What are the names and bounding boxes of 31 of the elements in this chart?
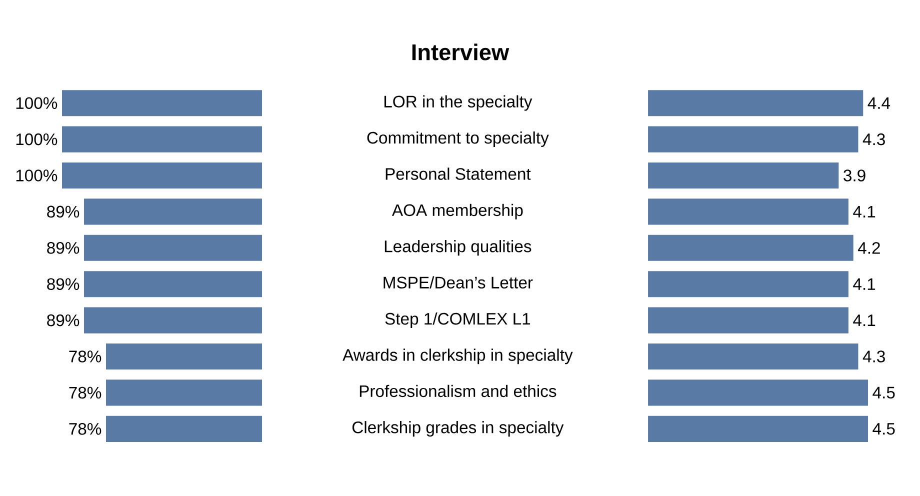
data-label: 4.5	[872, 386, 895, 399]
data-label: 4.1	[853, 314, 876, 326]
data-label: 3.9	[844, 170, 866, 182]
data-label: 89%	[47, 206, 80, 218]
y-tick-label: Awards in clerkship in specialty	[342, 348, 573, 364]
data-label: 4.1	[853, 278, 876, 290]
data-label: 4.5	[872, 423, 895, 435]
data-label: 4.2	[858, 242, 880, 254]
text: Interview	[412, 44, 510, 60]
data-label: 78%	[69, 350, 102, 362]
y-tick-label: MSPE/Dean’s Letter	[384, 276, 533, 288]
data-label: 4.1	[853, 206, 876, 218]
data-label: 89%	[47, 242, 80, 254]
data-label: 78%	[69, 386, 102, 399]
data-label: 4.4	[868, 97, 890, 109]
y-tick-label: Commitment to specialty	[367, 131, 549, 147]
y-tick-label: Step 1/COMLEX L1	[385, 312, 530, 328]
y-tick-label: Personal Statement	[386, 168, 531, 180]
data-label: 89%	[47, 278, 80, 290]
y-tick-label: Professionalism and ethics	[360, 384, 556, 398]
data-label: 89%	[47, 314, 80, 326]
y-tick-label: LOR in the specialty	[384, 95, 532, 111]
data-label: 100%	[16, 133, 58, 146]
data-label: 100%	[16, 97, 58, 110]
data-label: 78%	[69, 423, 102, 435]
data-label: 4.3	[862, 133, 885, 146]
data-label: 100%	[16, 170, 58, 182]
data-label: 4.3	[862, 350, 885, 362]
y-tick-label: Clerkship grades in specialty	[352, 421, 564, 437]
y-tick-label: Leadership qualities	[384, 240, 532, 256]
y-tick-label: AOA membership	[392, 204, 523, 220]
